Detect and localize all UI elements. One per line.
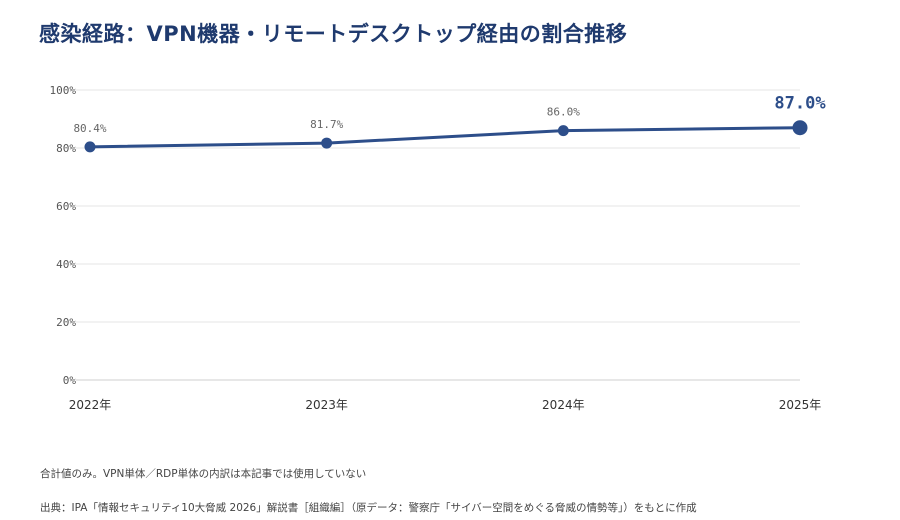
x-tick-label: 2022年: [69, 398, 112, 412]
y-tick-label: 100%: [50, 84, 77, 97]
x-tick-label: 2025年: [779, 398, 822, 412]
y-tick-label: 20%: [56, 316, 76, 329]
y-tick-label: 40%: [56, 258, 76, 271]
data-point: [792, 120, 808, 136]
source-text: 出典：IPA「情報セキュリティ10大脅威 2026」解説書［組織編］（原データ：…: [40, 502, 697, 514]
data-point: [84, 141, 96, 153]
data-label: 87.0%: [774, 94, 826, 114]
data-label: 86.0%: [547, 106, 580, 119]
gridlines: [76, 89, 800, 381]
line-chart: 0%20%40%60%80%100% 2022年 2023年 2024年 2025年 …: [50, 84, 827, 412]
x-tick-label: 2024年: [542, 398, 585, 412]
data-labels: 80.4% 81.7% 86.0% 87.0%: [73, 94, 826, 135]
data-label: 80.4%: [73, 122, 106, 135]
y-axis-ticks: 0% 20% 40% 60% 80% 100%: [50, 84, 77, 387]
x-axis-ticks: 2022年 2023年 2024年 2025年: [69, 398, 822, 412]
data-point: [321, 137, 333, 149]
data-label: 81.7%: [310, 118, 343, 131]
series-line: [88, 126, 802, 149]
chart-title: 感染経路：VPN機器・リモートデスクトップ経由の割合推移: [39, 22, 628, 46]
x-tick-label: 2023年: [305, 398, 348, 412]
y-tick-label: 80%: [56, 142, 76, 155]
series-layer: [84, 120, 808, 153]
y-tick-label: 0%: [63, 374, 77, 387]
y-tick-label: 60%: [56, 200, 76, 213]
note-text: 合計値のみ。VPN単体／RDP単体の内訳は本記事では使用していない: [40, 468, 367, 480]
data-point: [557, 125, 569, 137]
